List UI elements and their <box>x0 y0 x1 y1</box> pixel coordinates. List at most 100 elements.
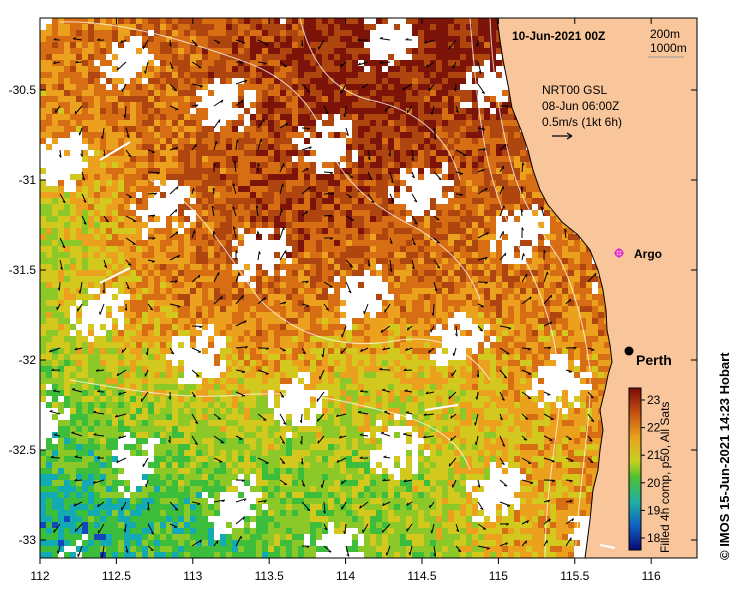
sst-cell <box>346 378 352 384</box>
sst-cell <box>310 120 316 126</box>
sst-cell <box>94 342 100 348</box>
sst-cell <box>286 252 292 258</box>
sst-cell <box>568 336 574 342</box>
sst-cell <box>340 324 346 330</box>
sst-cell <box>178 246 184 252</box>
sst-cell <box>430 48 436 54</box>
sst-cell <box>130 168 136 174</box>
sst-cell <box>238 66 244 72</box>
sst-cell <box>250 180 256 186</box>
sst-cell <box>172 108 178 114</box>
sst-cell <box>328 408 334 414</box>
sst-cell <box>304 204 310 210</box>
sst-cell <box>70 90 76 96</box>
sst-cell <box>58 210 64 216</box>
sst-cell <box>400 156 406 162</box>
sst-cell <box>304 192 310 198</box>
sst-cell <box>340 18 346 24</box>
sst-cell <box>160 48 166 54</box>
sst-cell <box>88 366 94 372</box>
sst-cell <box>238 294 244 300</box>
sst-cell <box>292 222 298 228</box>
sst-cell <box>256 54 262 60</box>
sst-cell <box>52 282 58 288</box>
sst-cell <box>244 18 250 24</box>
sst-cell <box>124 318 130 324</box>
sst-cell <box>352 372 358 378</box>
sst-cell <box>100 54 106 60</box>
sst-cell <box>424 354 430 360</box>
sst-cell <box>508 120 514 126</box>
sst-cell <box>184 174 190 180</box>
sst-cell <box>268 360 274 366</box>
sst-cell <box>544 276 550 282</box>
sst-cell <box>376 210 382 216</box>
sst-cell <box>292 258 298 264</box>
sst-cell <box>472 354 478 360</box>
sst-cell <box>40 264 46 270</box>
sst-cell <box>142 390 148 396</box>
sst-cell <box>250 144 256 150</box>
sst-cell <box>178 390 184 396</box>
sst-cell <box>340 156 346 162</box>
sst-cell <box>112 276 118 282</box>
sst-cell <box>148 18 154 24</box>
sst-cell <box>256 78 262 84</box>
sst-cell <box>184 90 190 96</box>
sst-cell <box>424 276 430 282</box>
sst-cell <box>58 216 64 222</box>
sst-cell <box>310 198 316 204</box>
sst-cell <box>466 246 472 252</box>
sst-cell <box>118 36 124 42</box>
sst-cell <box>136 138 142 144</box>
sst-cell <box>298 378 304 384</box>
sst-cell <box>268 324 274 330</box>
sst-cell <box>472 396 478 402</box>
sst-cell <box>328 192 334 198</box>
sst-cell <box>448 78 454 84</box>
sst-cell <box>490 138 496 144</box>
sst-cell <box>52 108 58 114</box>
sst-cell <box>256 114 262 120</box>
sst-cell <box>556 294 562 300</box>
sst-cell <box>394 132 400 138</box>
sst-cell <box>490 210 496 216</box>
sst-cell <box>574 234 580 240</box>
sst-cell <box>448 54 454 60</box>
sst-cell <box>208 312 214 318</box>
sst-cell <box>520 324 526 330</box>
sst-cell <box>256 378 262 384</box>
sst-cell <box>358 264 364 270</box>
sst-cell <box>466 348 472 354</box>
sst-cell <box>160 294 166 300</box>
sst-cell <box>94 396 100 402</box>
sst-cell <box>184 96 190 102</box>
sst-cell <box>478 150 484 156</box>
sst-cell <box>256 66 262 72</box>
sst-cell <box>154 336 160 342</box>
sst-cell <box>112 336 118 342</box>
sst-cell <box>430 222 436 228</box>
sst-cell <box>376 396 382 402</box>
sst-cell <box>112 78 118 84</box>
sst-cell <box>412 108 418 114</box>
sst-cell <box>268 348 274 354</box>
sst-cell <box>292 90 298 96</box>
sst-cell <box>490 126 496 132</box>
sst-cell <box>202 318 208 324</box>
sst-cell <box>574 246 580 252</box>
sst-cell <box>346 54 352 60</box>
sst-cell <box>160 336 166 342</box>
sst-cell <box>178 306 184 312</box>
sst-cell <box>322 228 328 234</box>
sst-cell <box>250 168 256 174</box>
sst-cell <box>46 288 52 294</box>
sst-cell <box>124 36 130 42</box>
sst-cell <box>292 72 298 78</box>
sst-cell <box>106 246 112 252</box>
sst-cell <box>46 360 52 366</box>
sst-cell <box>94 294 100 300</box>
sst-cell <box>118 414 124 420</box>
sst-cell <box>400 288 406 294</box>
sst-cell <box>316 252 322 258</box>
